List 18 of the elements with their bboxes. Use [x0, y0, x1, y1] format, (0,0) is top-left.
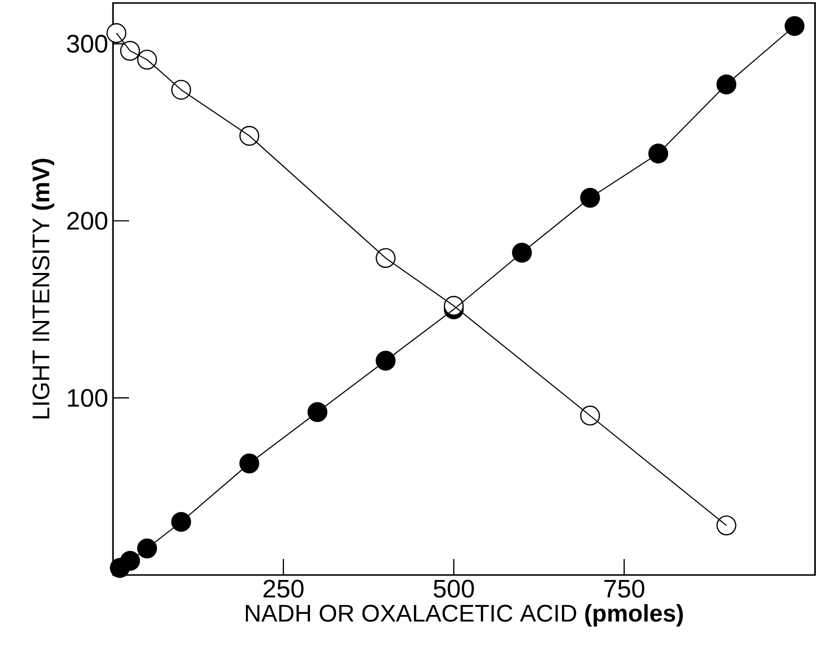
- point: [716, 74, 736, 94]
- point: [512, 242, 532, 263]
- x-tick-label: 750: [604, 580, 644, 598]
- point: [308, 402, 328, 422]
- point: [120, 550, 140, 571]
- x-tick-label: 500: [434, 580, 474, 598]
- point: [580, 188, 600, 208]
- point: [137, 538, 158, 558]
- x-axis-title: NADH OR OXALACETIC ACID (pmoles): [246, 604, 683, 627]
- y-tick-label: 200: [67, 212, 108, 230]
- x-tick-label: 250: [264, 580, 304, 598]
- point: [171, 512, 192, 532]
- point: [239, 454, 260, 474]
- point: [648, 144, 668, 164]
- point: [376, 350, 396, 371]
- y-tick-label: 300: [66, 34, 108, 53]
- y-axis-title: LIGHT INTENSITY (mV): [32, 158, 54, 418]
- y-tick-label: 100: [68, 388, 108, 407]
